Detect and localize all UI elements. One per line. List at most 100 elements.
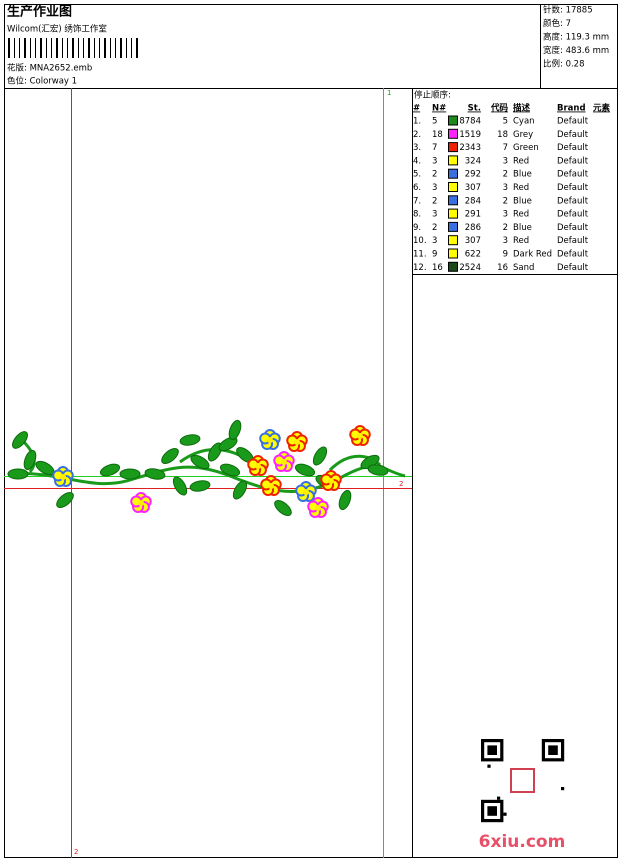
needle: 2 <box>432 170 437 180</box>
bar-stripe <box>126 38 127 58</box>
flower-center <box>357 433 363 439</box>
row-number: 8. <box>413 210 421 220</box>
code: 16 <box>497 263 508 273</box>
qr-cell <box>487 764 491 768</box>
leaf <box>219 463 241 477</box>
flower-center <box>315 505 321 511</box>
bar-stripe <box>40 38 42 58</box>
needle: 16 <box>432 263 443 273</box>
leaf <box>367 464 389 476</box>
leaf <box>179 434 201 446</box>
description: Red <box>513 210 529 220</box>
bar-stripe <box>131 38 132 58</box>
brand: Default <box>557 130 589 140</box>
brand: Default <box>557 196 589 206</box>
color-swatch <box>448 248 458 259</box>
stitches: 1519 <box>459 130 481 140</box>
bar-stripe <box>30 38 31 58</box>
bar-stripe <box>46 38 47 58</box>
bar-stripe <box>78 38 79 58</box>
bar-stripe <box>110 38 111 58</box>
code: 2 <box>503 196 508 206</box>
bar-stripe <box>88 38 90 58</box>
row-number: 5. <box>413 170 421 180</box>
bar-stripe <box>19 38 20 58</box>
color-swatch <box>448 155 458 166</box>
column-header: 元素 <box>593 103 611 114</box>
leaf <box>338 489 352 511</box>
qr-finder <box>481 738 504 762</box>
code: 18 <box>497 130 508 140</box>
column-header: St. <box>468 104 481 114</box>
info-line: 比例: 0.28 <box>543 59 585 70</box>
brand: Default <box>557 183 589 193</box>
needle: 3 <box>432 183 437 193</box>
stitches: 291 <box>465 210 481 220</box>
flower-center <box>268 483 274 489</box>
leaf <box>218 436 238 452</box>
needle: 18 <box>432 130 443 140</box>
leaf <box>190 454 210 470</box>
row-number: 1. <box>413 117 421 127</box>
info-line: 颜色: 7 <box>543 18 571 29</box>
color-swatch <box>448 221 458 232</box>
watermark: 6xiu.com <box>479 832 566 852</box>
bar-stripe <box>14 38 15 58</box>
needle: 3 <box>432 210 437 220</box>
bar-stripe <box>62 38 63 58</box>
row-number: 9. <box>413 223 421 233</box>
code: 3 <box>503 156 508 166</box>
code: 9 <box>503 250 508 260</box>
row-number: 4. <box>413 156 421 166</box>
flower-center <box>294 439 300 445</box>
flower-center <box>255 463 261 469</box>
brand: Default <box>557 263 589 273</box>
leaf <box>312 446 328 466</box>
colorway: 色位: Colorway 1 <box>7 76 77 87</box>
row-number: 7. <box>413 196 421 206</box>
code: 7 <box>503 143 508 153</box>
flower-center <box>281 459 287 465</box>
description: Cyan <box>513 117 535 127</box>
marker: 1 <box>387 89 391 97</box>
code: 3 <box>503 210 508 220</box>
barcode <box>8 38 138 58</box>
marker: 2 <box>399 480 403 488</box>
row-number: 6. <box>413 183 421 193</box>
stitches: 324 <box>465 156 481 166</box>
color-swatch <box>448 128 458 139</box>
code: 3 <box>503 236 508 246</box>
row-number: 2. <box>413 130 421 140</box>
code: 3 <box>503 183 508 193</box>
needle: 5 <box>432 117 437 127</box>
row-number: 11. <box>413 250 427 260</box>
info-line: 高度: 119.3 mm <box>543 32 609 43</box>
flower-center <box>328 478 334 484</box>
color-swatch <box>448 235 458 246</box>
brand: Default <box>557 143 589 153</box>
bar-stripe <box>51 38 52 58</box>
flower-center <box>60 474 66 480</box>
code: 5 <box>503 117 508 127</box>
qr-cell <box>561 787 565 791</box>
row-number: 3. <box>413 143 421 153</box>
needle: 2 <box>432 223 437 233</box>
needle: 9 <box>432 250 437 260</box>
title: 生产作业图 <box>7 4 72 20</box>
description: Grey <box>513 130 533 140</box>
needle: 3 <box>432 236 437 246</box>
color-swatch <box>448 168 458 179</box>
leaf <box>232 480 248 500</box>
color-swatch <box>448 142 458 153</box>
bar-stripe <box>94 38 95 58</box>
bar-stripe <box>56 38 58 58</box>
leaf <box>274 500 292 516</box>
stitches: 286 <box>465 223 481 233</box>
leaf <box>294 463 316 477</box>
leaf <box>23 449 37 471</box>
needle: 3 <box>432 156 437 166</box>
design-file: 花版: MNA2652.emb <box>7 63 92 74</box>
stitches: 307 <box>465 236 481 246</box>
leaf <box>207 442 223 462</box>
